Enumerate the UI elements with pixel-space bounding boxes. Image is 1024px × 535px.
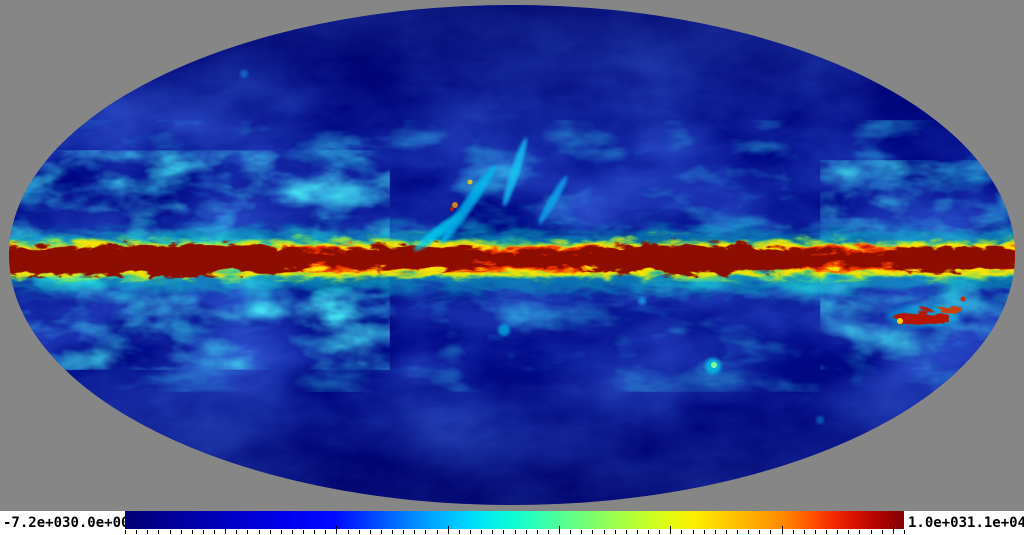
central-filaments (414, 137, 568, 251)
galactic-plane-band (9, 226, 1015, 286)
sky-ellipse (9, 5, 1015, 505)
colorbar-label-max: 1.1e+04 (967, 515, 1024, 531)
sky-map (9, 5, 1015, 505)
colorbar-label-min: -7.2e+03 (3, 515, 71, 531)
colorbar-gradient (125, 511, 904, 529)
colorbar-footer: -7.2e+03 0.0e+00 1.0e+03 1.1e+04 (0, 511, 1024, 535)
colorbar-label-zero: 0.0e+00 (70, 515, 130, 531)
galactic-plane-core (9, 241, 1015, 273)
colorbar-labels-left: -7.2e+03 0.0e+00 (3, 511, 129, 535)
isolated-blobs (240, 70, 824, 424)
colorbar-labels-right: 1.0e+03 1.1e+04 (908, 511, 1024, 535)
right-lower-clouds (886, 296, 966, 327)
colorbar-label-upper: 1.0e+03 (908, 515, 968, 531)
